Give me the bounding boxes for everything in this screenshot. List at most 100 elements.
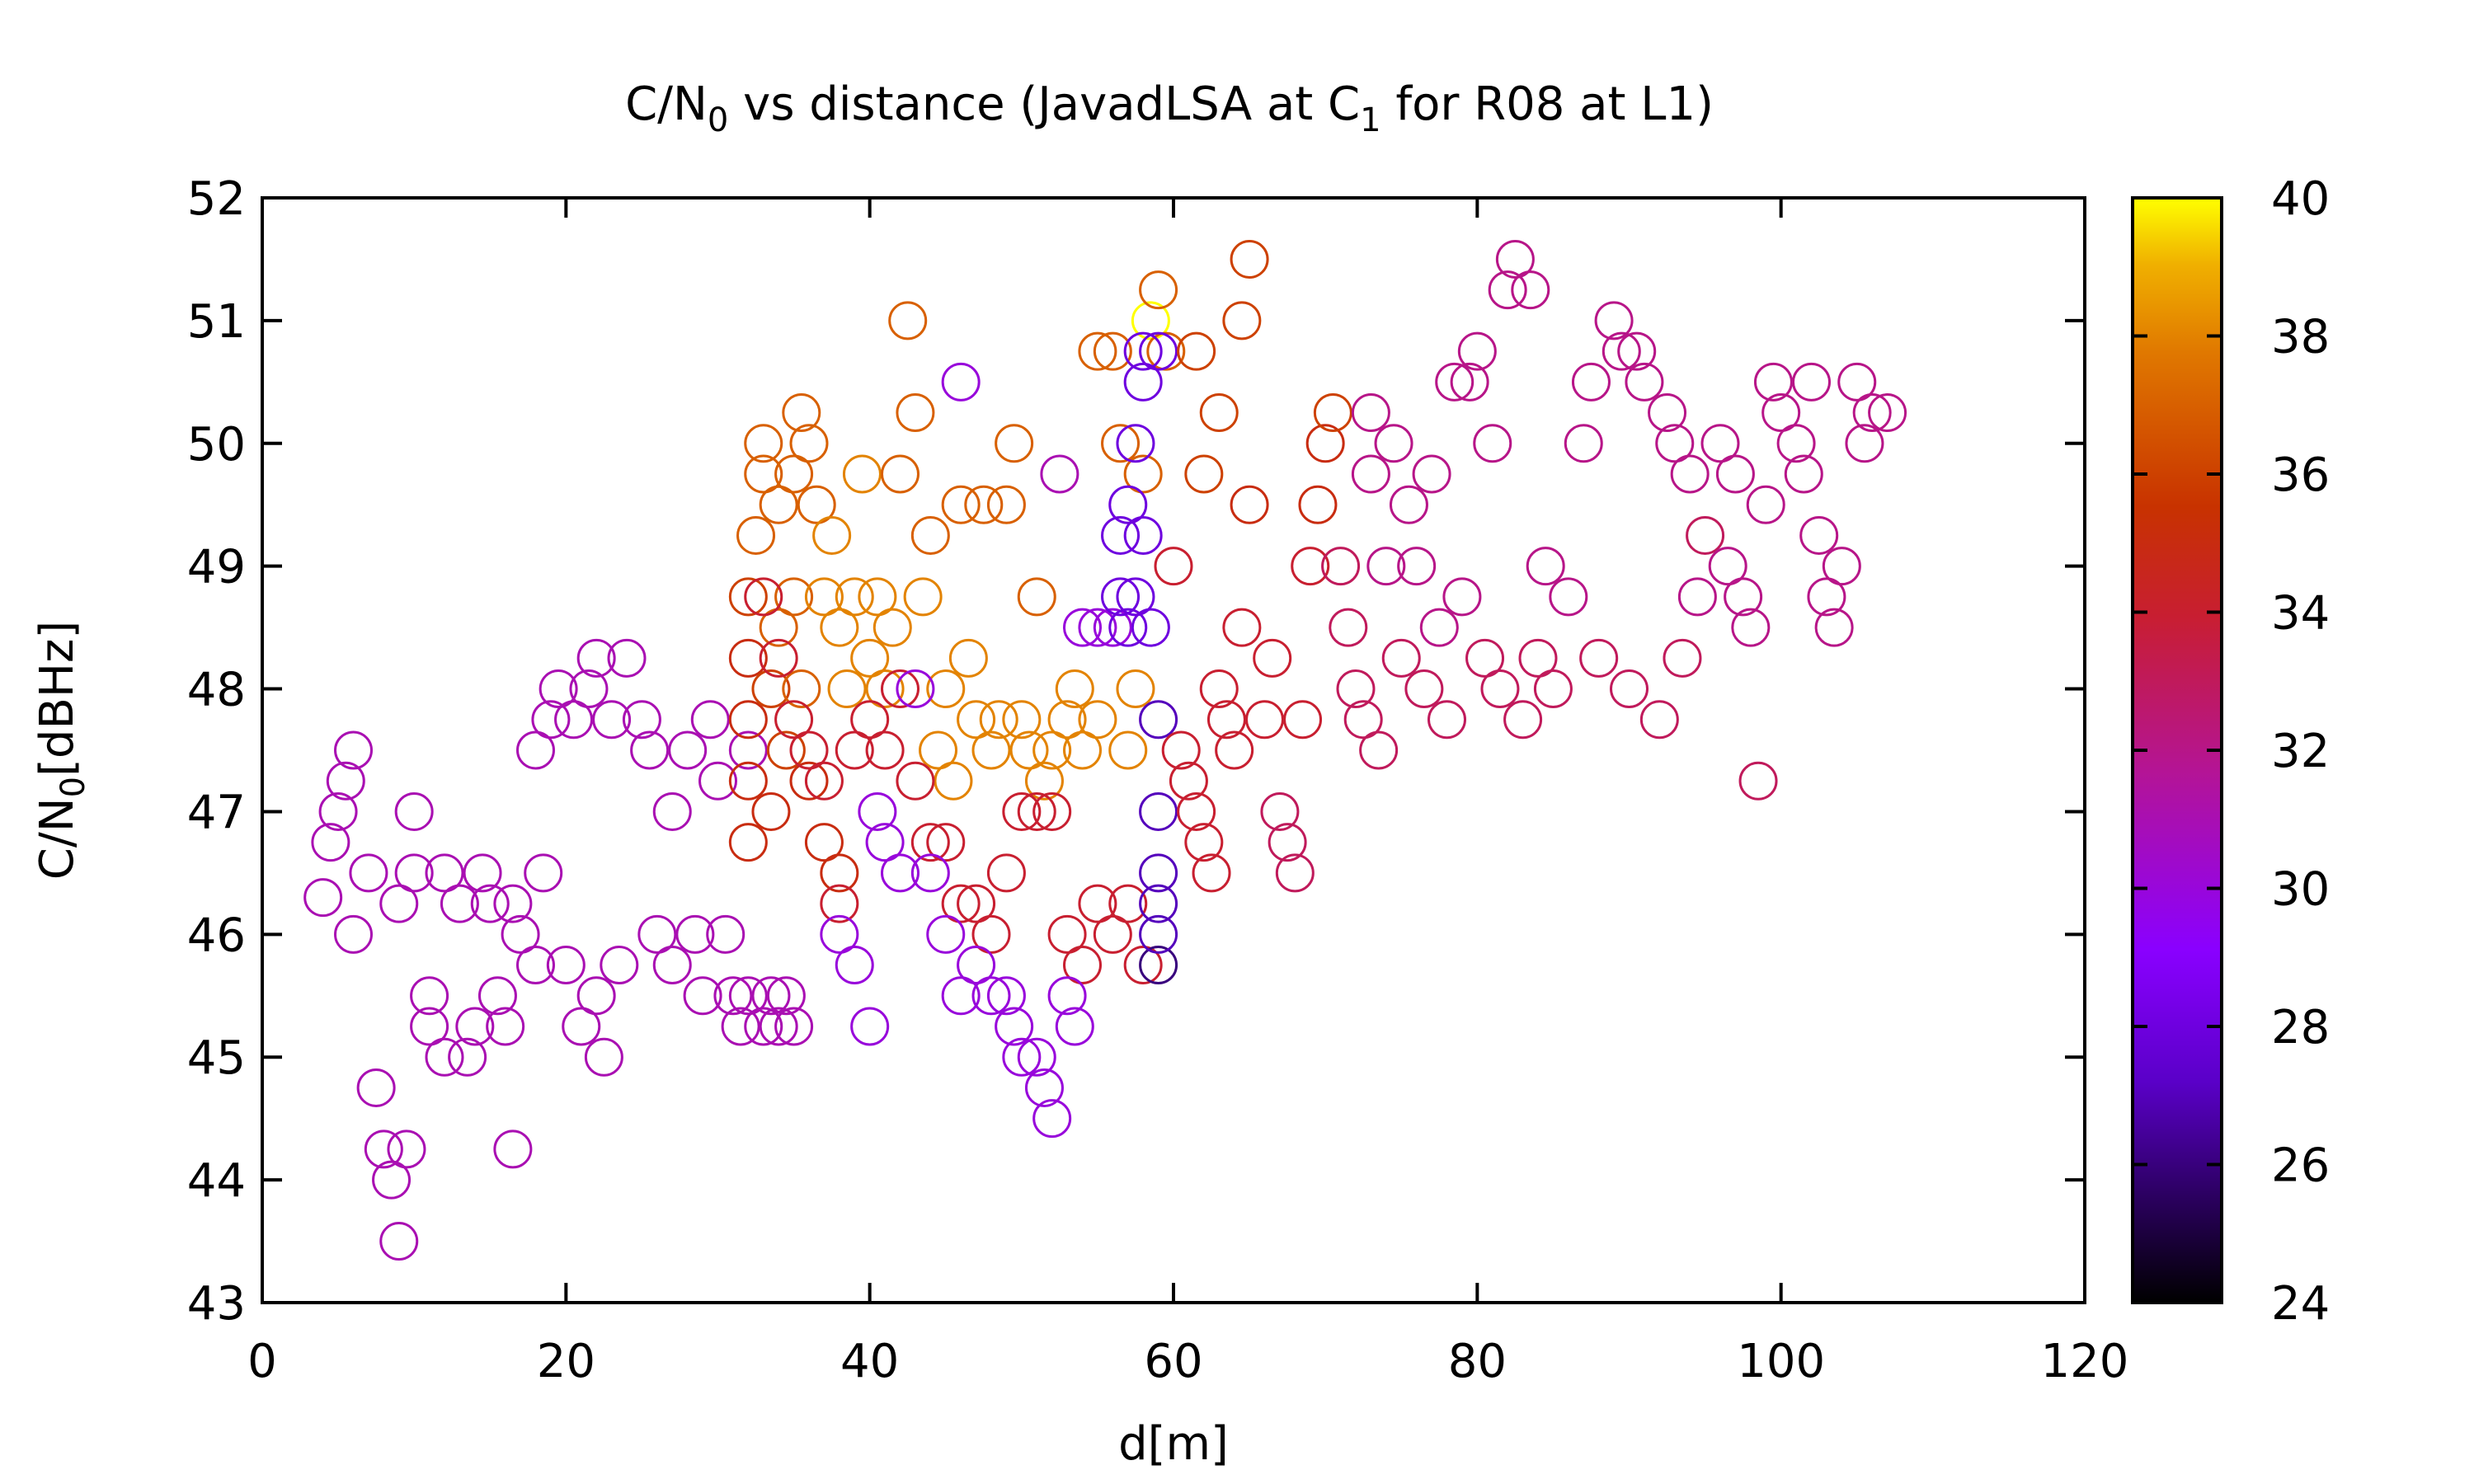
x-axis-label: d[m] — [1118, 1417, 1229, 1471]
data-point — [1351, 393, 1390, 433]
data-point — [872, 608, 912, 647]
data-point — [910, 515, 950, 555]
data-point — [1123, 362, 1163, 402]
data-point — [637, 914, 677, 954]
data-point — [881, 853, 920, 893]
data-point — [1215, 730, 1254, 770]
data-point — [1397, 547, 1437, 586]
data-point — [1305, 424, 1345, 463]
data-point — [766, 976, 806, 1016]
data-point — [858, 577, 897, 617]
data-point — [865, 669, 905, 709]
ylabel-sub: 0 — [54, 777, 92, 797]
data-point — [827, 669, 867, 709]
data-point — [1101, 424, 1141, 463]
data-point — [934, 761, 973, 801]
data-point — [1131, 608, 1170, 647]
data-point — [1868, 393, 1907, 433]
data-point — [1625, 362, 1664, 402]
data-point — [1268, 823, 1307, 862]
data-point — [744, 454, 783, 494]
data-point — [1032, 791, 1072, 831]
data-point — [789, 730, 829, 770]
x-tick-label: 80 — [1448, 1335, 1507, 1388]
data-point — [470, 884, 510, 923]
data-point — [1139, 946, 1178, 985]
data-point — [379, 1222, 419, 1261]
data-point — [759, 638, 798, 678]
data-point — [554, 700, 594, 740]
data-point — [1473, 424, 1512, 463]
data-point — [1283, 700, 1323, 740]
data-point — [387, 1129, 426, 1169]
data-point — [1206, 700, 1246, 740]
data-points — [303, 239, 1907, 1261]
data-point — [1784, 454, 1823, 494]
data-point — [1101, 577, 1141, 617]
data-point — [1526, 547, 1565, 586]
x-tick-label: 100 — [1737, 1335, 1825, 1388]
data-point — [318, 791, 358, 831]
data-point — [1427, 700, 1466, 740]
ylabel-suffix: [dBHz] — [31, 621, 84, 777]
data-point — [546, 946, 586, 985]
chart-title: C/N0 vs distance (JavadLSA at C1 for R08… — [625, 77, 1714, 139]
data-point — [910, 853, 950, 893]
data-point — [1602, 331, 1641, 371]
data-point — [751, 976, 791, 1016]
data-point — [858, 791, 897, 831]
data-point — [622, 700, 661, 740]
data-point — [1199, 669, 1239, 709]
data-point — [372, 1160, 412, 1200]
data-point — [1792, 362, 1831, 402]
data-point — [364, 1129, 403, 1169]
data-point — [995, 1007, 1034, 1046]
data-point — [1639, 700, 1679, 740]
data-point — [751, 791, 791, 831]
data-point — [1101, 515, 1141, 555]
data-point — [524, 853, 563, 893]
data-point — [759, 608, 798, 647]
data-point — [1677, 577, 1717, 617]
title-middle: vs distance (JavadLSA at C — [728, 77, 1360, 131]
data-point — [766, 730, 806, 770]
data-point — [728, 700, 768, 740]
data-point — [941, 976, 981, 1016]
data-point — [865, 730, 905, 770]
data-point — [926, 669, 966, 709]
data-point — [1298, 485, 1338, 524]
data-point — [1063, 946, 1102, 985]
data-point — [1131, 301, 1170, 340]
data-point — [584, 1037, 623, 1077]
data-point — [926, 914, 966, 954]
data-point — [1108, 730, 1148, 770]
y-axis-ticks: 43 44 45 46 47 48 49 50 51 52 — [187, 172, 2085, 1331]
data-point — [1343, 700, 1383, 740]
data-point — [501, 914, 540, 954]
data-point — [1055, 669, 1094, 709]
data-point — [1108, 884, 1148, 923]
data-point — [1450, 362, 1489, 402]
colorbar-tick-label: 34 — [2271, 587, 2330, 641]
data-point — [1017, 577, 1056, 617]
data-point — [1799, 515, 1839, 555]
data-point — [448, 1037, 487, 1077]
data-point — [728, 638, 768, 678]
data-point — [1389, 485, 1428, 524]
data-point — [311, 823, 350, 862]
data-point — [334, 730, 373, 770]
data-point — [1116, 669, 1155, 709]
data-point — [941, 884, 981, 923]
data-point — [941, 362, 981, 402]
colorbar-tick-label: 28 — [2271, 1001, 2330, 1054]
data-point — [1313, 393, 1352, 433]
data-point — [1571, 362, 1611, 402]
data-point — [903, 577, 943, 617]
data-point — [463, 853, 502, 893]
data-point — [1017, 1037, 1056, 1077]
data-point — [303, 878, 343, 918]
data-point — [896, 669, 935, 709]
data-point — [1024, 1068, 1064, 1107]
data-point — [1837, 362, 1877, 402]
data-point — [356, 1068, 396, 1107]
